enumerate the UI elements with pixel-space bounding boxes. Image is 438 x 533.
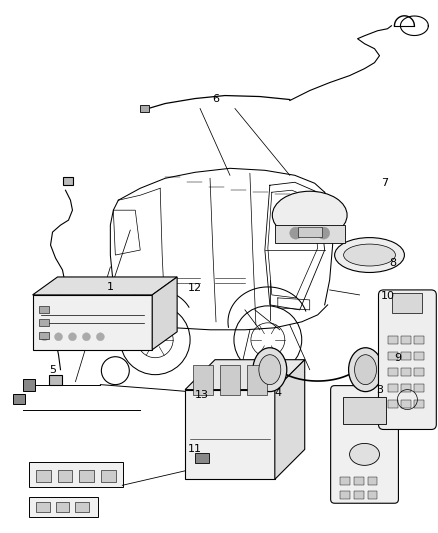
Circle shape <box>41 333 49 341</box>
Text: 7: 7 <box>381 178 388 188</box>
Bar <box>414 400 424 408</box>
Bar <box>75 502 89 512</box>
Bar <box>401 384 411 392</box>
Circle shape <box>82 333 90 341</box>
Bar <box>401 336 411 344</box>
Text: 1: 1 <box>107 282 114 292</box>
Circle shape <box>290 227 302 239</box>
Bar <box>298 227 321 237</box>
Bar <box>57 470 72 482</box>
Bar <box>101 470 117 482</box>
Polygon shape <box>185 360 305 390</box>
Ellipse shape <box>350 443 379 465</box>
Bar <box>414 384 424 392</box>
Ellipse shape <box>259 355 281 385</box>
Bar <box>185 390 275 479</box>
Text: 4: 4 <box>274 387 281 398</box>
Bar <box>389 352 399 360</box>
Text: 12: 12 <box>188 283 202 293</box>
Bar <box>35 470 50 482</box>
Text: 10: 10 <box>381 291 395 301</box>
Text: 5: 5 <box>49 365 56 375</box>
Ellipse shape <box>253 348 287 392</box>
Bar <box>343 397 386 424</box>
Bar <box>220 365 240 394</box>
Bar <box>389 384 399 392</box>
Polygon shape <box>152 277 177 350</box>
Bar <box>39 319 49 326</box>
Bar <box>389 400 399 408</box>
Text: 8: 8 <box>389 258 396 268</box>
Bar <box>39 332 49 339</box>
Bar <box>13 393 25 403</box>
Ellipse shape <box>355 355 377 385</box>
Bar <box>32 295 152 350</box>
Ellipse shape <box>335 238 404 272</box>
Bar <box>79 470 95 482</box>
Bar <box>339 491 350 499</box>
FancyBboxPatch shape <box>331 385 399 503</box>
Bar <box>195 454 209 463</box>
Polygon shape <box>32 277 177 295</box>
Bar <box>401 368 411 376</box>
Text: 13: 13 <box>195 390 209 400</box>
Bar <box>353 491 364 499</box>
Ellipse shape <box>349 348 382 392</box>
Bar <box>28 462 124 487</box>
Bar <box>49 375 63 385</box>
Bar <box>392 293 422 313</box>
Bar <box>339 478 350 486</box>
Text: 3: 3 <box>376 385 383 394</box>
Circle shape <box>318 227 330 239</box>
Bar <box>140 104 149 112</box>
Bar <box>23 378 35 391</box>
Bar <box>389 368 399 376</box>
Bar <box>353 478 364 486</box>
Bar <box>275 225 345 243</box>
Circle shape <box>68 333 77 341</box>
Circle shape <box>54 333 63 341</box>
Bar <box>35 502 49 512</box>
Bar <box>28 497 99 517</box>
Polygon shape <box>275 360 305 479</box>
Bar <box>401 352 411 360</box>
Ellipse shape <box>272 191 347 239</box>
Bar <box>247 365 267 394</box>
Bar <box>401 400 411 408</box>
Bar <box>414 368 424 376</box>
Circle shape <box>96 333 104 341</box>
Text: 9: 9 <box>394 353 401 363</box>
Bar <box>39 306 49 313</box>
Bar <box>389 336 399 344</box>
Bar <box>56 502 70 512</box>
Bar <box>367 478 378 486</box>
Bar <box>195 377 209 389</box>
FancyBboxPatch shape <box>378 290 436 430</box>
Bar <box>414 352 424 360</box>
Bar <box>414 336 424 344</box>
Bar <box>193 365 213 394</box>
Bar <box>367 491 378 499</box>
Bar <box>64 177 74 185</box>
Text: 6: 6 <box>212 93 219 103</box>
Text: 11: 11 <box>188 445 202 455</box>
Ellipse shape <box>343 244 396 266</box>
